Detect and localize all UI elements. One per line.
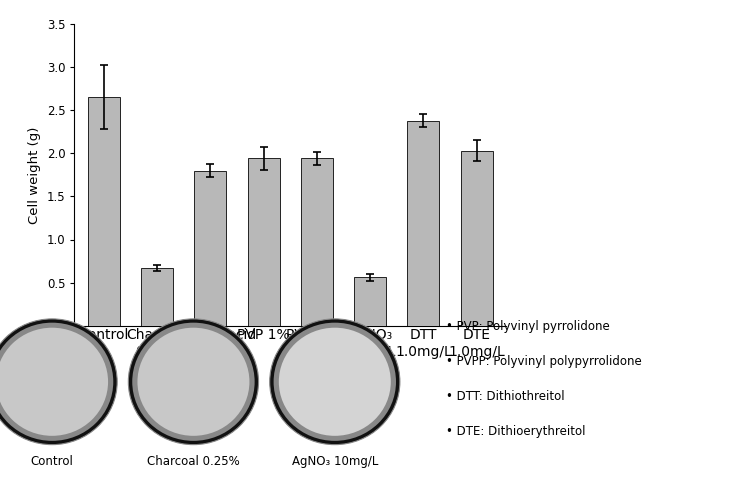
Ellipse shape [0,323,113,441]
Text: • PVP: Polyvinyl pyrrolidone: • PVP: Polyvinyl pyrrolidone [446,320,610,333]
Bar [354,277,386,326]
Ellipse shape [0,319,118,445]
Bar [301,159,333,326]
Bar [88,97,120,326]
Text: • DTE: Dithioerythreitol: • DTE: Dithioerythreitol [446,425,586,438]
Bar [141,268,173,326]
Text: • DTT: Dithiothreitol: • DTT: Dithiothreitol [446,390,565,403]
Bar [194,171,226,326]
Text: Control: Control [31,455,74,468]
Ellipse shape [129,319,259,445]
Ellipse shape [279,328,391,436]
Text: Charcoal 0.25%: Charcoal 0.25% [147,455,240,468]
Ellipse shape [132,323,254,441]
Text: AgNO₃ 10mg/L: AgNO₃ 10mg/L [292,455,378,468]
Ellipse shape [138,328,249,436]
Bar [408,121,439,326]
Text: • PVPP: Polyvinyl polypyrrolidone: • PVPP: Polyvinyl polypyrrolidone [446,355,642,368]
Ellipse shape [0,328,108,436]
Bar [248,159,280,326]
Ellipse shape [270,319,400,445]
Ellipse shape [274,323,396,441]
Bar [461,151,493,326]
Y-axis label: Cell weight (g): Cell weight (g) [28,126,41,224]
